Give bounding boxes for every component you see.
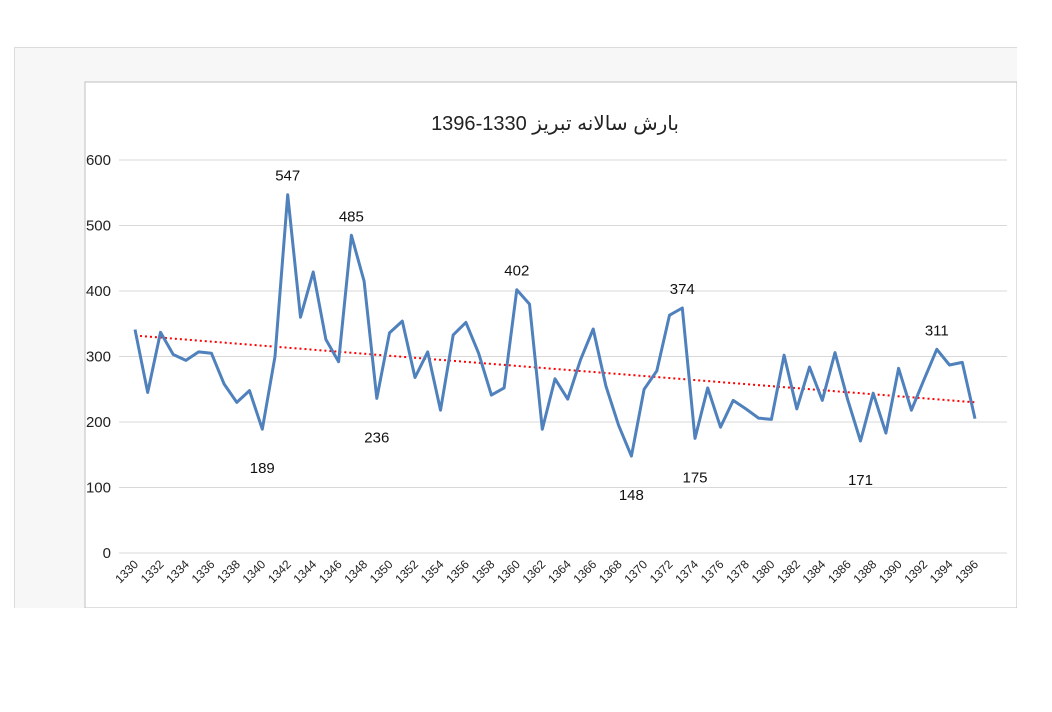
y-tick-label: 0 xyxy=(103,545,111,562)
data-label: 189 xyxy=(250,460,275,477)
data-label: 171 xyxy=(848,472,873,489)
y-tick-label: 100 xyxy=(86,480,111,497)
gridlines xyxy=(119,159,1007,554)
y-axis: 0 100 200 300 400 500 600 xyxy=(86,152,111,562)
data-label: 236 xyxy=(364,429,389,446)
y-tick-label: 300 xyxy=(86,349,111,366)
data-label: 175 xyxy=(682,469,707,486)
chart-title: بارش سالانه تبریز 1330-1396 xyxy=(431,113,679,135)
data-labels: 547 485 402 374 311 189 236 148 175 171 xyxy=(250,168,949,504)
y-tick-label: 400 xyxy=(86,283,111,300)
chart-area xyxy=(84,81,1017,608)
data-label: 148 xyxy=(619,487,644,504)
y-tick-label: 500 xyxy=(86,218,111,235)
data-label: 402 xyxy=(504,263,529,280)
y-tick-label: 200 xyxy=(86,414,111,431)
data-label: 311 xyxy=(925,322,949,339)
data-label: 485 xyxy=(339,208,364,225)
data-label: 374 xyxy=(670,281,695,298)
series-line xyxy=(133,193,977,458)
chart-panel: 0 100 200 300 400 500 600 1330 1332 1334 1336 1338… xyxy=(14,47,1017,608)
y-tick-label: 600 xyxy=(86,152,111,169)
data-label: 547 xyxy=(275,168,300,185)
